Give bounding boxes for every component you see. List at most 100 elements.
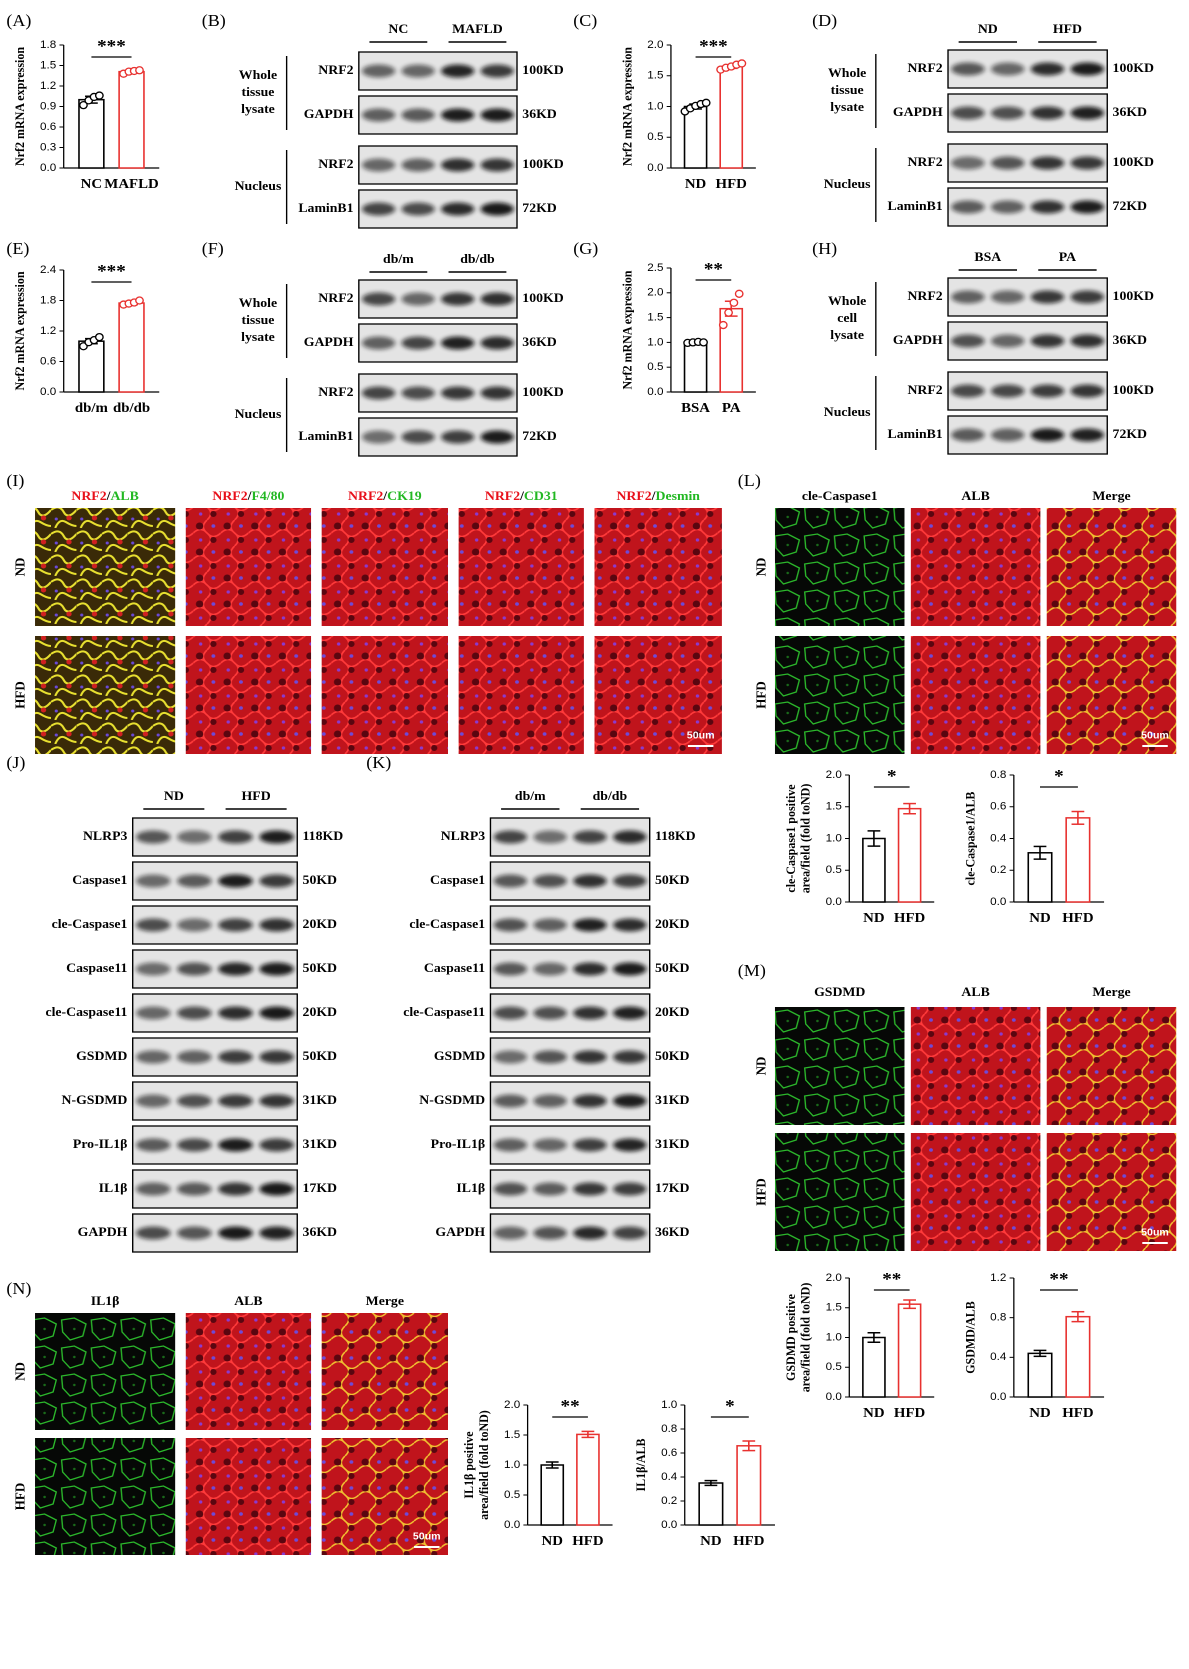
section-label: Whole [828,293,866,308]
bar [118,302,145,393]
blot-band [135,1182,171,1196]
x-tick-label: HFD [572,1534,603,1550]
y-tick-label: 1.5 [826,1302,842,1314]
blot-band [361,64,396,78]
significance: ** [882,1270,901,1290]
column-title: NRF2/ALB [71,488,138,503]
micrograph [1046,636,1177,754]
significance: *** [97,262,126,282]
y-tick-label: 1.0 [504,1459,520,1471]
protein-label: NRF2 [907,60,943,75]
y-tick-label: 0.4 [661,1471,677,1483]
y-tick-label: 0.6 [40,356,56,368]
protein-label: GAPDH [893,104,943,119]
micrograph [185,508,312,626]
bar [118,70,145,169]
size-label: 50KD [655,1048,690,1063]
protein-label: Caspase11 [424,960,485,975]
blot-band [177,830,212,844]
blot-band [218,1006,253,1020]
error-bar [903,1299,916,1310]
blot-band [990,384,1025,398]
group-label: ND [164,788,184,803]
size-label: 100KD [522,156,564,171]
protein-label: GAPDH [893,332,943,347]
panel-label: (G) [573,238,598,257]
micrograph [458,636,584,754]
data-point [699,338,708,347]
blot-band [361,202,396,216]
size-label: 72KD [522,200,557,215]
group-label: db/db [460,251,495,266]
blot-band [573,830,607,844]
blot-band [573,918,607,932]
protein-label: GAPDH [78,1224,128,1239]
protein-label: GSDMD [76,1048,128,1063]
blot-band [401,158,435,172]
x-tick-label: ND [863,1406,884,1422]
significance: ** [1049,1270,1068,1290]
blot-band [361,158,396,172]
group-label: MAFLD [452,21,503,36]
y-tick-label: 0.6 [661,1447,677,1459]
blot-band [361,430,396,444]
blot-band [135,962,171,976]
y-axis-label: area/field (fold toND) [477,1410,491,1520]
scale-bar-label: 50um [1141,731,1169,742]
blot-band [493,1226,528,1240]
micrograph [321,1313,448,1430]
bar [540,1464,565,1526]
x-tick-label: HFD [894,1406,925,1422]
size-label: 50KD [303,960,338,975]
bar [683,105,708,169]
error-bar [867,1331,881,1344]
section-label: Nucleus [824,176,871,191]
blot-band [177,874,212,888]
y-tick-label: 2.0 [647,287,663,299]
blot-band [613,830,647,844]
bar [719,65,744,169]
x-tick-label: ND [863,911,884,927]
blot-band [990,200,1025,214]
micrograph [35,1313,176,1430]
size-label: 31KD [655,1092,690,1107]
y-tick-label: 2.0 [826,1272,842,1284]
blot-band [259,1226,295,1240]
blot-band [480,386,514,400]
blot-band [573,962,607,976]
section-label: cell [837,310,857,325]
y-tick-label: 0.8 [661,1423,677,1435]
bar [736,1445,762,1526]
size-label: 20KD [303,1004,338,1019]
group-label: db/m [515,788,546,803]
section-label: Nucleus [824,404,871,419]
blot-band [1070,106,1105,120]
micrograph [35,508,176,626]
blot-band [218,1138,253,1152]
y-tick-label: 0.0 [990,1391,1006,1403]
y-tick-label: 1.2 [40,325,56,337]
blot-band [361,386,396,400]
column-title-part: ALB [110,488,138,503]
size-label: 20KD [303,916,338,931]
significance: * [1054,767,1064,787]
blot-band [613,918,647,932]
error-bar [1033,845,1047,860]
protein-label: IL1β [99,1180,128,1195]
panel-label: (N) [6,1278,31,1297]
blot-band [135,918,171,932]
blot-band [480,292,514,306]
column-title: ALB [961,488,989,503]
y-axis-label: Nrf2 mRNA expression [620,47,634,166]
x-tick-label: HFD [1062,911,1093,927]
group-label: HFD [1053,21,1082,36]
blot-band [951,334,985,348]
blot-band [951,384,985,398]
y-tick-label: 0.0 [990,896,1006,908]
blot-band [1030,428,1065,442]
data-point [94,91,104,100]
panel-label: (I) [6,470,24,489]
y-tick-label: 1.5 [826,801,842,813]
protein-label: cle-Caspase11 [403,1004,485,1019]
